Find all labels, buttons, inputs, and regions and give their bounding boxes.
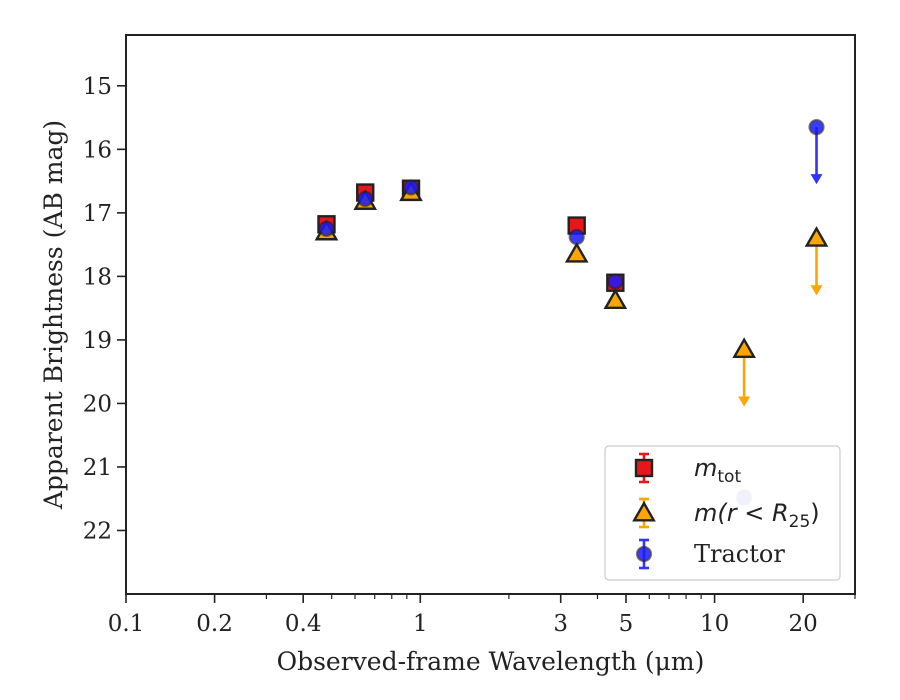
plot-frame	[125, 34, 856, 595]
legend-label: Tractor	[694, 540, 785, 568]
y-tick-label: 18	[83, 264, 112, 290]
data-point-triangle	[732, 337, 756, 358]
y-tick-label: 15	[83, 74, 112, 100]
legend-label-main: m(r < R	[694, 499, 789, 527]
legend-marker-square	[634, 458, 654, 478]
data-point-triangle	[804, 226, 829, 247]
x-tick-label: 20	[789, 611, 818, 637]
y-tick-label: 19	[83, 328, 112, 354]
series-circle	[318, 119, 825, 506]
y-tick-label: 22	[83, 518, 112, 544]
x-tick-label: 0.4	[285, 611, 322, 637]
upper-limit-arrow-head	[738, 396, 751, 407]
x-tick-label: 1	[413, 611, 428, 637]
data-point-triangle	[603, 288, 628, 310]
legend-box	[604, 445, 841, 581]
legend-label: m(r < R25)	[694, 499, 820, 532]
data-point-triangle	[564, 241, 589, 263]
legend-label: mtot	[694, 454, 741, 487]
legend-marker-triangle	[632, 500, 656, 522]
legend-label-main: Tractor	[694, 540, 785, 568]
y-tick-label: 20	[83, 391, 112, 417]
legend-marker-circle	[635, 545, 653, 563]
axes: 0.1 0.2 0.4 1 3 5 10 20 15 16 17 18 19 20 21 22	[83, 74, 856, 637]
upper-limit-arrow-head	[810, 285, 823, 296]
data-point-circle	[357, 190, 374, 207]
y-axis-label: Apparent Brightness (AB mag)	[39, 120, 68, 510]
data-point-circle	[318, 220, 335, 237]
legend-label-subscript: tot	[717, 467, 741, 487]
legend-label-end: )	[810, 499, 819, 527]
x-axis-label: Observed-frame Wavelength (μm)	[277, 647, 705, 676]
upper-limit-arrow	[738, 349, 751, 407]
x-tick-label: 0.2	[196, 611, 233, 637]
y-tick-label: 16	[83, 137, 112, 163]
x-tick-label: 10	[700, 611, 729, 637]
legend-entry-triangle: m(r < R25)	[632, 497, 820, 532]
upper-limit-arrow	[810, 127, 823, 185]
data-point-circle	[808, 119, 825, 136]
data-point-circle	[568, 228, 585, 246]
upper-limit-arrow	[810, 238, 823, 296]
y-tick-label: 17	[83, 201, 112, 227]
data-point-circle	[607, 273, 624, 290]
legend-label-main: m	[694, 454, 717, 482]
data-marks	[314, 119, 829, 506]
legend-label-subscript: 25	[789, 512, 811, 532]
upper-limit-arrow-head	[810, 174, 823, 185]
x-tick-label: 3	[553, 611, 568, 637]
x-tick-label: 5	[619, 611, 634, 637]
legend-entry-circle: Tractor	[635, 538, 785, 570]
data-point-circle	[402, 179, 420, 196]
x-tick-label: 0.1	[108, 611, 145, 637]
legend: mtot m(r < R25) Tractor	[604, 445, 841, 581]
y-tick-label: 21	[83, 455, 112, 481]
legend-entry-square: mtot	[634, 452, 741, 487]
